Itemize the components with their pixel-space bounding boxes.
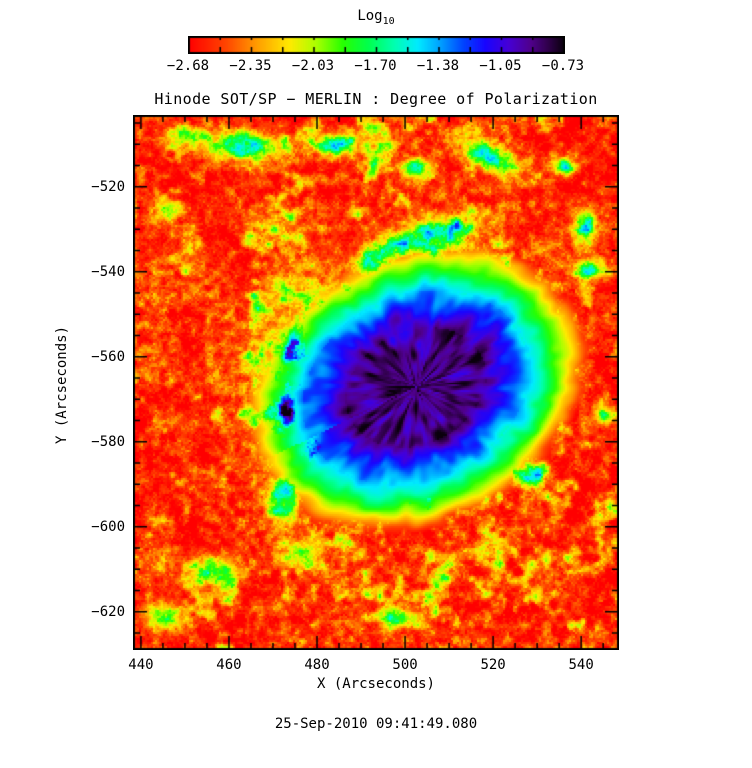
x-tick-label: 440 [128,657,154,673]
colorbar-tick-label: −0.73 [541,58,585,74]
colorbar-tick-label: −1.70 [354,58,397,74]
colorbar-canvas [188,36,565,54]
y-tick-label: −580 [91,433,125,450]
x-tick-label: 480 [304,657,330,673]
y-axis-label: Y (Arcseconds) [54,325,70,445]
colorbar-tick-label: −2.35 [229,58,272,74]
y-tick-label: −620 [91,603,125,620]
timestamp: 25-Sep-2010 09:41:49.080 [274,716,478,732]
y-tick-label: −520 [91,178,125,195]
colorbar-tick-label: −2.03 [291,58,335,74]
x-tick-label: 520 [480,657,506,673]
colorbar-title: Log10 [0,8,752,27]
colorbar-title-main: Log [357,8,383,24]
x-axis-label: X (Arcseconds) [316,676,435,692]
chart-title: Hinode SOT/SP − MERLIN : Degree of Polar… [154,90,598,108]
y-tick-label: −560 [91,348,125,365]
y-tick-label: −540 [91,263,125,280]
y-tick-label: −600 [91,518,125,535]
colorbar-tick-label: −1.05 [479,58,522,74]
colorbar-tick-label: −1.38 [416,58,460,74]
x-tick-label: 540 [568,657,594,673]
colorbar-tick-label: −2.68 [166,58,210,74]
heatmap-canvas [133,115,619,650]
x-tick-label: 460 [216,657,242,673]
colorbar-title-sub: 10 [382,15,395,27]
x-tick-label: 500 [392,657,418,673]
